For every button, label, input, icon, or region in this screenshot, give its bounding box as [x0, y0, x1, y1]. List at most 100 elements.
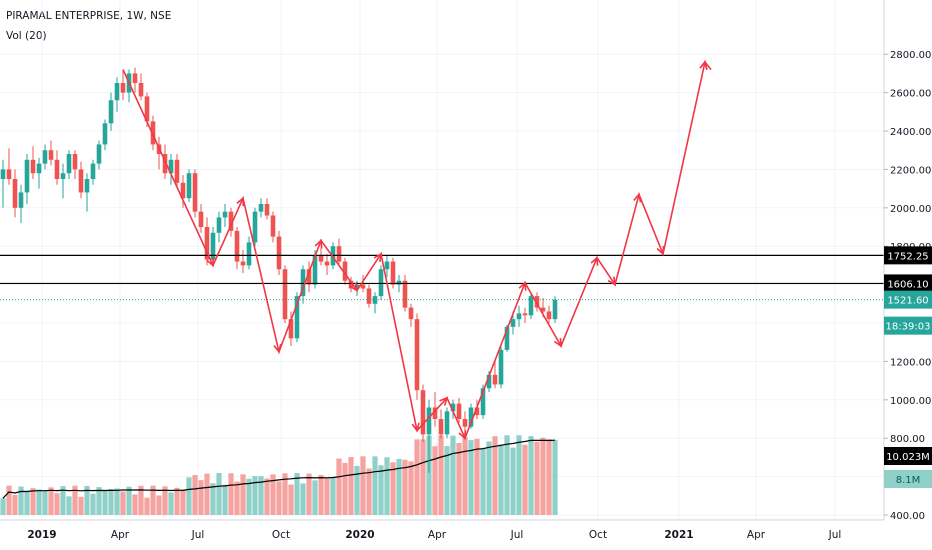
volume-bar	[174, 487, 180, 515]
volume-bar	[366, 468, 372, 515]
volume-bar	[114, 488, 120, 515]
volume-bar	[390, 462, 396, 515]
volume-bar	[498, 444, 504, 515]
volume-bar	[156, 495, 162, 515]
candle	[234, 227, 240, 270]
level-price-label: 1752.25	[884, 246, 932, 265]
candle-body	[552, 299, 558, 320]
candle-body	[54, 159, 60, 179]
candle-body	[204, 227, 210, 260]
volume-bar	[384, 457, 390, 515]
candle-body	[306, 269, 312, 285]
volume-bar	[432, 446, 438, 515]
candle-body	[408, 307, 414, 320]
candle-body	[390, 261, 396, 285]
candle-body	[162, 154, 168, 174]
volume-bar	[228, 473, 234, 515]
price-axis-markers: 1752.25 1606.10 1521.60 18:39:03 10.023M 8.1M	[884, 246, 932, 488]
candle	[84, 173, 90, 212]
candle	[132, 67, 138, 93]
candle	[78, 161, 84, 199]
candle	[552, 296, 558, 323]
volume-ma-label: 10.023M	[884, 447, 932, 465]
volume-bar	[60, 486, 66, 515]
candle-body	[30, 159, 36, 174]
volume-bar	[462, 436, 468, 515]
candle-body	[60, 173, 66, 179]
arrowhead	[411, 422, 420, 433]
candle-body	[12, 179, 18, 208]
time-label: Jul	[510, 529, 524, 541]
volume-bar	[54, 493, 60, 515]
candle-body	[240, 261, 246, 266]
candle	[114, 77, 120, 112]
volume-bar	[540, 437, 546, 515]
candle-body	[72, 154, 78, 170]
volume-bar	[312, 480, 318, 515]
candle-body	[474, 407, 480, 416]
candle	[294, 292, 300, 343]
candle	[516, 305, 522, 327]
arrowhead	[607, 276, 617, 287]
volume-bar	[402, 459, 408, 515]
volume-bar	[318, 474, 324, 515]
volume-bar	[138, 485, 144, 515]
volume-bar	[96, 487, 102, 515]
projection-arrow-drawing[interactable]	[122, 60, 712, 441]
volume-bar	[510, 447, 516, 515]
candle-body	[492, 374, 498, 385]
candle	[270, 211, 276, 243]
bar-countdown-label-bg	[884, 316, 932, 335]
candle	[54, 150, 60, 185]
horizontal-level-lines[interactable]	[0, 254, 884, 301]
candle-body	[378, 269, 384, 297]
candle	[240, 250, 246, 274]
candle-body	[318, 255, 324, 262]
volume-bar	[282, 473, 288, 515]
candle-body	[294, 296, 300, 339]
level-price-label-bg	[884, 246, 932, 265]
candle	[150, 115, 156, 151]
volume-bar	[84, 485, 90, 515]
candle	[492, 361, 498, 389]
candle-body	[48, 150, 54, 160]
candle-body	[264, 203, 270, 216]
candle	[216, 211, 222, 243]
candle	[522, 307, 528, 323]
volume-bar	[474, 438, 480, 515]
chart-title: PIRAMAL ENTERPRISE, 1W, NSE	[6, 10, 172, 22]
volume-bar	[132, 494, 138, 515]
candle	[192, 169, 198, 218]
last-price-label-text: 1521.60	[887, 296, 928, 307]
arrowhead	[553, 338, 562, 348]
candle-body	[150, 121, 156, 145]
volume-bar	[210, 483, 216, 515]
time-axis[interactable]: 2019 Apr Jul Oct 2020 Apr Jul Oct 2021 Apr Jul	[27, 529, 841, 541]
candle-body	[522, 313, 528, 316]
volume-bar	[72, 485, 78, 515]
volume-bar	[504, 435, 510, 515]
level-price-label-bg	[884, 274, 932, 293]
candle-body	[438, 419, 444, 435]
volume-bar	[426, 435, 432, 515]
volume-bar	[270, 474, 276, 515]
candle-body	[300, 269, 306, 297]
candle	[288, 311, 294, 347]
arrowhead	[439, 396, 449, 406]
chart-grid	[0, 0, 884, 520]
volume-bar	[306, 473, 312, 515]
candle-body	[36, 163, 42, 174]
volume-bar	[78, 496, 84, 515]
price-tick-label: 1000.00	[890, 396, 931, 407]
arrowhead	[656, 245, 665, 256]
candle	[444, 407, 450, 439]
bar-countdown-label-text: 18:39:03	[886, 322, 931, 333]
volume-bar	[552, 439, 558, 515]
candle-body	[78, 169, 84, 193]
candle	[498, 346, 504, 389]
volume-bar	[534, 441, 540, 515]
price-tick-label: 400.00	[890, 511, 925, 522]
volume-bar	[420, 439, 426, 515]
volume-bar	[354, 465, 360, 515]
